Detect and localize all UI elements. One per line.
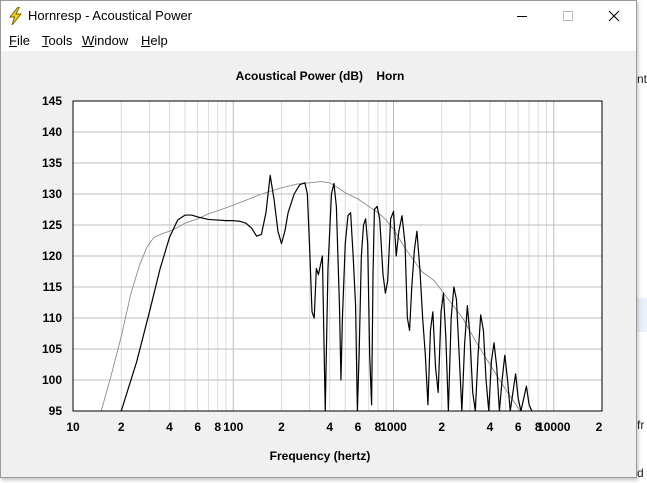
x-tick-label: 6 [194,420,201,434]
menu-help-label: elp [150,33,168,48]
x-tick-label: 8 [375,420,382,434]
y-tick-label: 145 [42,94,62,108]
x-tick-label: 4 [326,420,333,434]
app-window: Hornresp - Acoustical Power File Tools W… [0,0,637,478]
x-tick-label: 2 [438,420,445,434]
y-tick-label: 105 [42,342,62,356]
acoustical-power-chart: Acoustical Power (dB) Horn 95 100 105 110 11… [42,69,603,463]
plot-frame [72,100,603,412]
menu-file-accelerator: F [9,33,17,48]
y-tick-label: 115 [43,280,63,294]
window-title: Hornresp - Acoustical Power [28,8,193,23]
chart-title: Acoustical Power (dB) Horn [236,69,405,83]
series-line-horn [120,174,533,411]
x-tick-label: 10000 [537,420,571,434]
x-tick-label: 2 [118,420,125,434]
x-tick-label: 8 [535,420,542,434]
x-tick-label: 10 [66,420,80,434]
y-tick-label: 110 [43,311,63,325]
y-tick-label: 95 [49,404,63,418]
chart-area: Acoustical Power (dB) Horn 95 100 105 110 11… [1,51,636,477]
hornresp-icon [7,6,23,26]
background-highlight-strip [637,298,647,332]
x-tick-label: 8 [214,420,221,434]
x-tick-label: 2 [278,420,285,434]
background-text-fragment: fr [637,418,645,432]
maximize-button[interactable] [545,1,591,31]
menu-tools-label: ools [48,33,73,48]
y-tick-label: 100 [42,373,62,387]
background-text-fragment: d [637,466,644,480]
menu-window-label: indow [94,33,129,48]
menu-window-accelerator: W [82,33,95,48]
menu-bar: File Tools Window Help [1,31,636,51]
menu-help[interactable]: Help [141,33,168,48]
x-tick-label: 6 [515,420,522,434]
x-tick-label: 100 [223,420,243,434]
title-bar[interactable]: Hornresp - Acoustical Power [1,1,636,31]
menu-help-accelerator: H [141,33,151,48]
y-tick-label: 125 [42,218,62,232]
x-axis-label: Frequency (hertz) [270,449,371,463]
x-tick-label: 1000 [380,420,407,434]
y-axis-tick-labels: 95 100 105 110 115 120 125 130 135 140 145 [42,94,62,418]
background-text-fragment: nt [637,72,647,86]
menu-file-label: ile [16,33,30,48]
x-tick-label: 6 [355,420,362,434]
y-tick-label: 130 [42,187,62,201]
menu-tools[interactable]: Tools [42,33,72,48]
maximize-icon [563,11,573,21]
y-tick-label: 140 [42,125,62,139]
grid [73,101,602,411]
close-button[interactable] [591,1,637,31]
close-icon [608,10,620,22]
series-layer [100,174,533,411]
x-tick-label: 4 [166,420,173,434]
menu-window[interactable]: Window [82,33,128,48]
x-tick-label: 2 [596,420,603,434]
y-tick-label: 135 [42,156,62,170]
y-tick-label: 120 [42,249,62,263]
menu-tools-accelerator: T [42,33,49,48]
minimize-icon [517,16,527,17]
menu-file[interactable]: File [9,33,30,48]
x-tick-label: 4 [487,420,494,434]
minimize-button[interactable] [499,1,545,31]
